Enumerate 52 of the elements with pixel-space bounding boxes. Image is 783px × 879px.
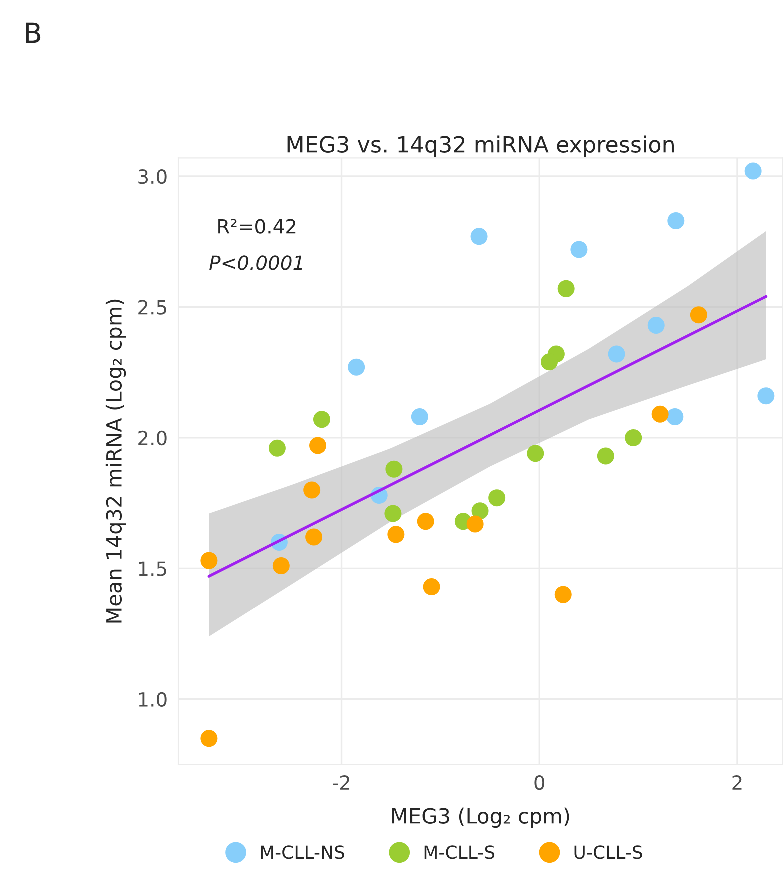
point — [570, 241, 588, 258]
point — [527, 445, 544, 462]
point — [423, 578, 440, 596]
point — [411, 408, 428, 426]
x-axis-title: MEG3 (Log₂ cpm) — [392, 808, 570, 828]
point — [597, 448, 614, 465]
point — [384, 505, 402, 522]
point — [470, 228, 488, 246]
point — [417, 513, 434, 530]
point — [558, 280, 575, 298]
legend-label: M-CLL-S — [424, 846, 495, 860]
y-tick-label: 2.0 — [138, 430, 167, 446]
point — [488, 490, 506, 507]
legend-label: U-CLL-S — [574, 846, 642, 860]
point — [541, 354, 558, 371]
point — [304, 482, 321, 499]
point — [668, 212, 685, 230]
text: B — [26, 22, 41, 44]
point — [758, 388, 775, 405]
point — [386, 460, 403, 478]
point — [466, 516, 484, 533]
x-tick-label: -2 — [333, 775, 350, 790]
point — [348, 358, 366, 376]
point — [272, 558, 290, 575]
y-tick-label: 1.0 — [139, 692, 167, 708]
point — [666, 408, 684, 426]
line-series — [208, 295, 768, 578]
annotation: P<0.0001 — [210, 256, 302, 270]
y-tick-label: 1.5 — [139, 562, 166, 576]
annotation: R²=0.42 — [218, 219, 296, 234]
y-axis-title: Mean 14q32 miRNA (Log₂ cpm) — [106, 300, 126, 623]
point — [200, 730, 218, 748]
y-tick-label: 3.0 — [138, 169, 167, 184]
point — [472, 502, 489, 520]
point — [310, 437, 327, 454]
point — [744, 162, 762, 180]
point — [648, 317, 665, 334]
point — [313, 411, 330, 428]
point — [690, 306, 708, 324]
point — [268, 440, 286, 457]
point — [625, 429, 642, 446]
point — [608, 346, 626, 363]
point — [388, 526, 405, 544]
point — [652, 406, 669, 423]
y-tick-label: 2.5 — [138, 300, 166, 315]
x-tick-label: 0 — [534, 775, 545, 790]
point — [306, 528, 323, 546]
legend-label: M-CLL-NS — [261, 846, 344, 860]
x-tick-label: 2 — [732, 775, 742, 790]
chart-title: MEG3 vs. 14q32 miRNA expression — [288, 136, 674, 158]
point — [200, 552, 218, 570]
point — [554, 586, 572, 604]
